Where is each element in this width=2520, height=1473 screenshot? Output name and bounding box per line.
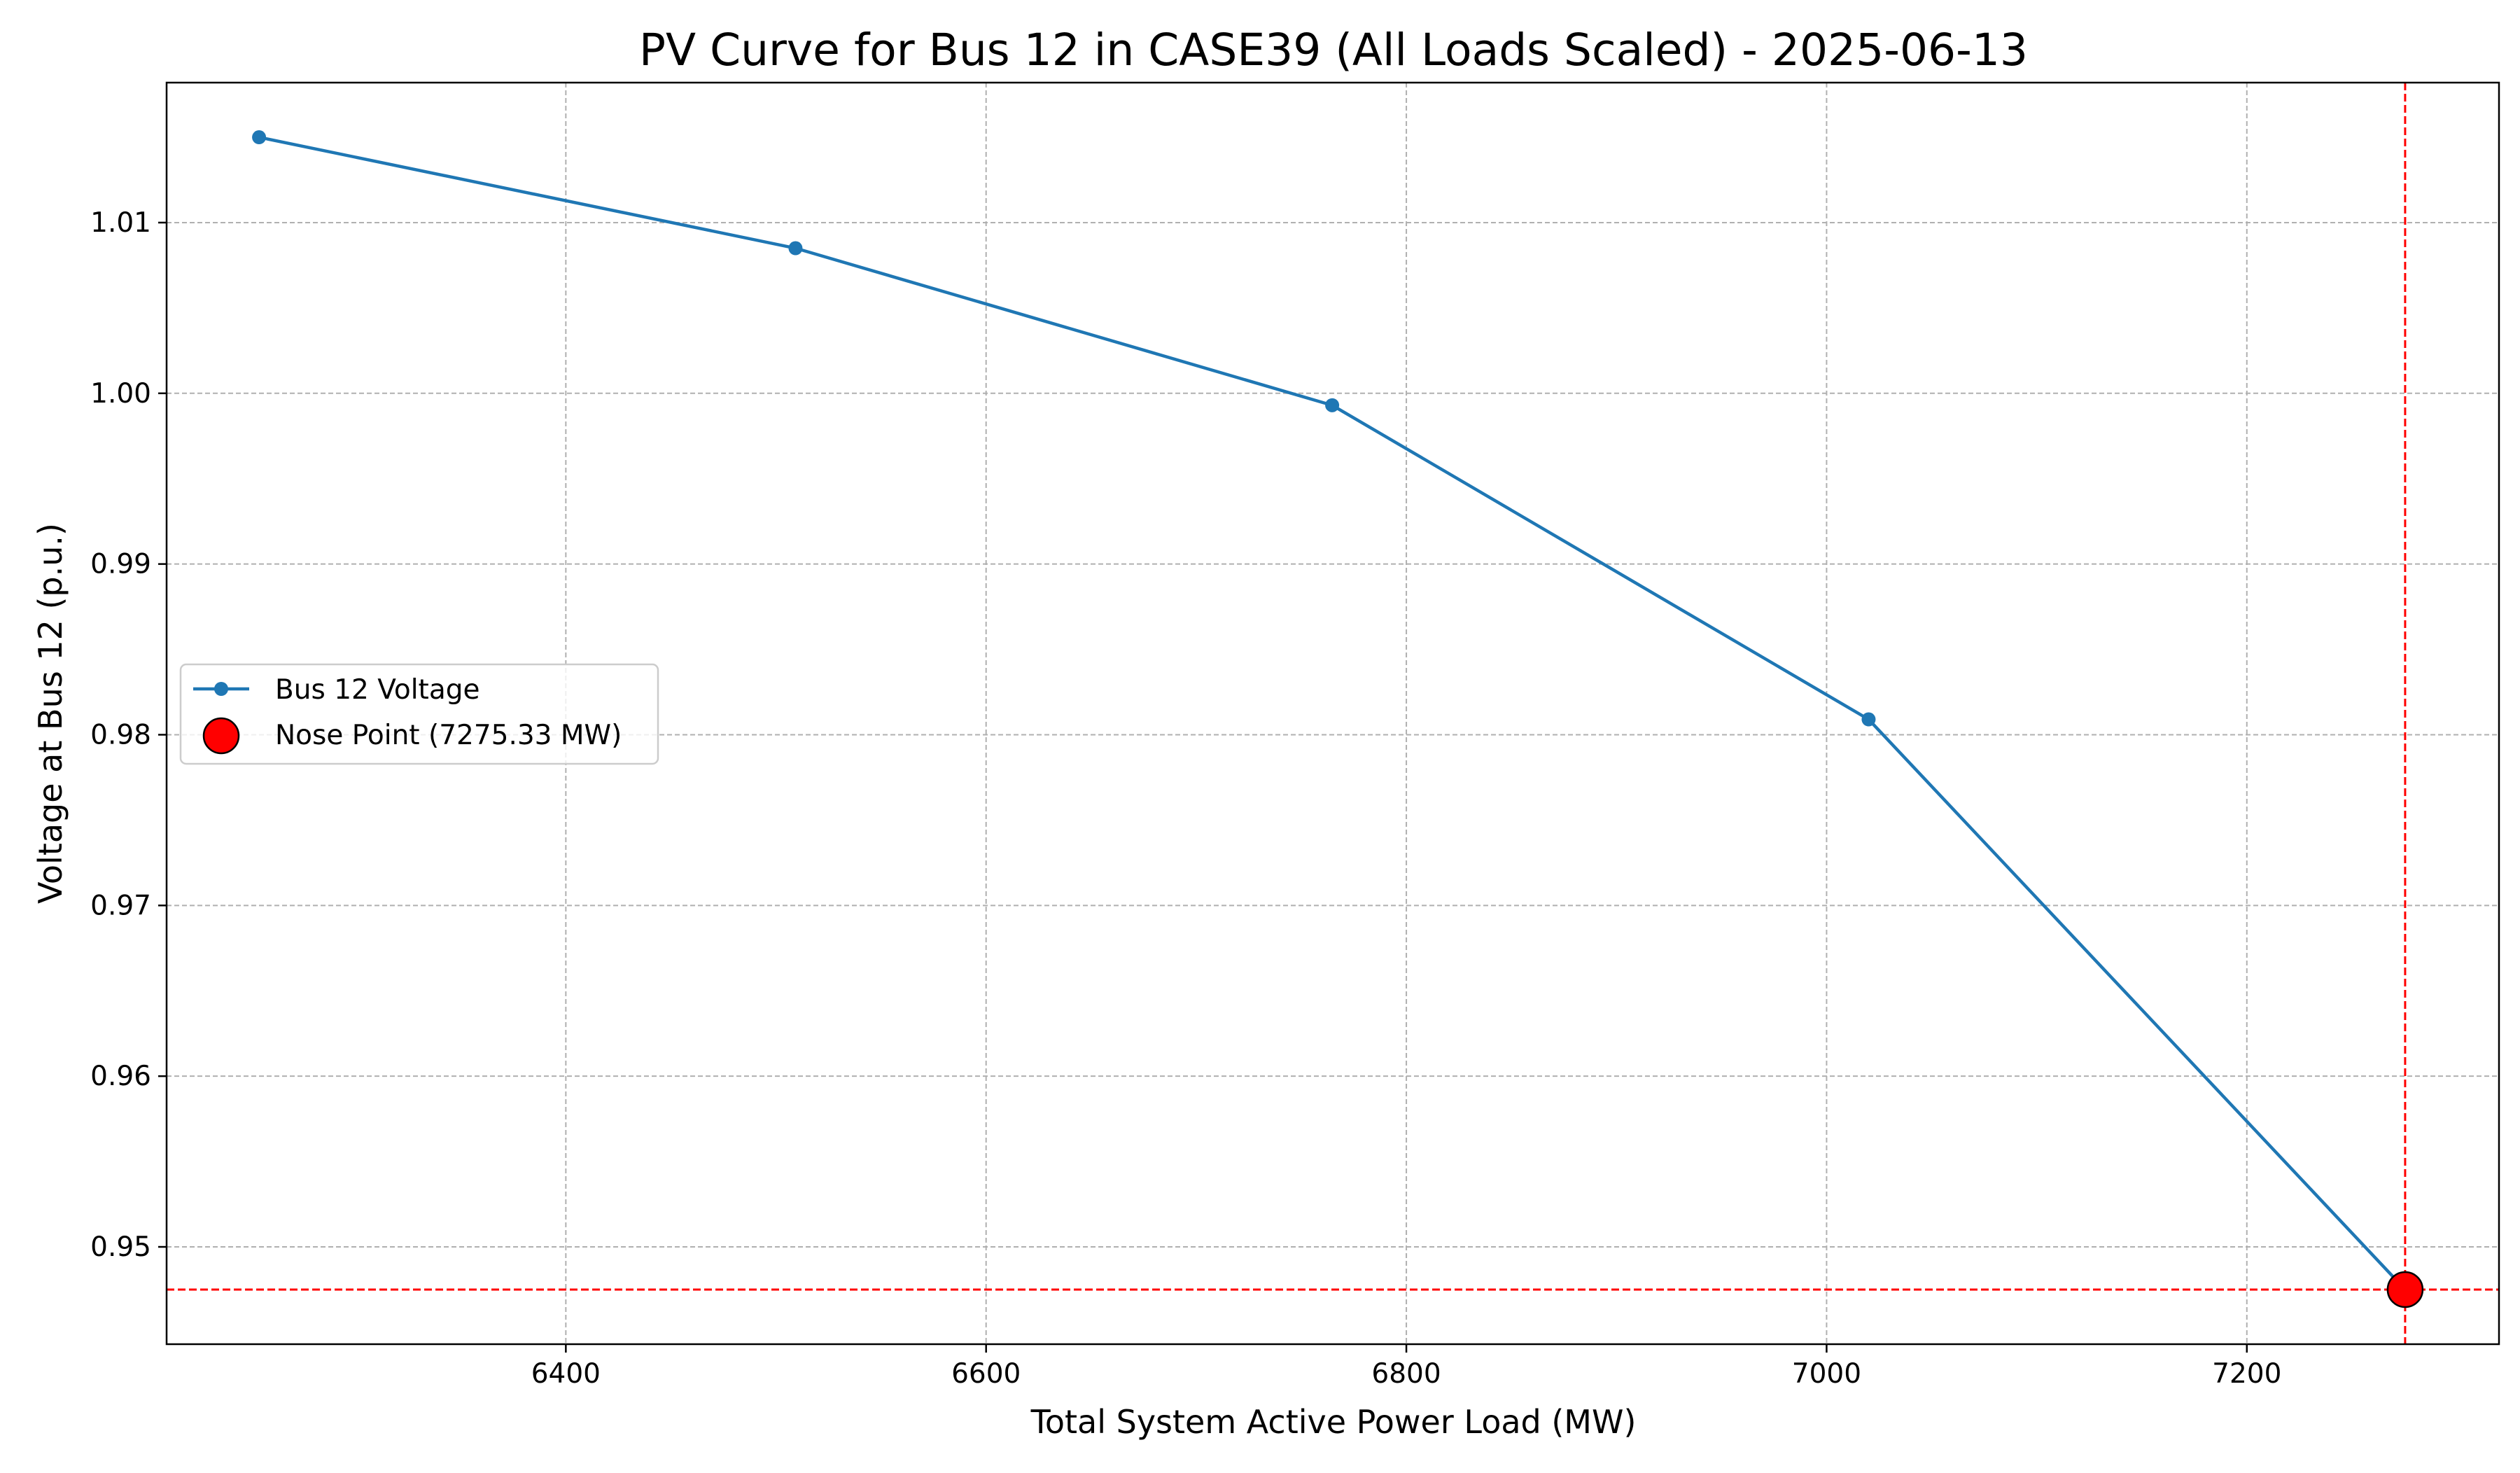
x-axis-label: Total System Active Power Load (MW) [1030,1403,1637,1441]
legend-label-nose-point: Nose Point (7275.33 MW) [275,720,622,751]
grid-lines [167,83,2499,1344]
x-tick-label: 6600 [951,1358,1021,1390]
series-layer [252,130,2412,1297]
plot-area-frame [165,81,2500,1346]
x-tick-label: 6400 [531,1358,601,1390]
legend-marker-swatch [214,682,228,696]
legend: Bus 12 Voltage Nose Point (7275.33 MW) [179,663,659,765]
y-tick-label: 0.97 [90,890,151,921]
nose-point-reference-lines [167,83,2499,1344]
y-axis-ticks: 0.95 0.96 0.97 0.98 0.99 1.00 1.01 [90,207,167,1263]
y-axis-label: Voltage at Bus 12 (p.u.) [31,523,69,904]
y-tick-label: 1.01 [90,207,151,239]
chart-title: PV Curve for Bus 12 in CASE39 (All Loads… [639,25,2028,76]
data-point [1325,398,1340,412]
x-axis-ticks: 6400 6600 6800 7000 7200 [531,1344,2281,1390]
y-tick-label: 0.96 [90,1061,151,1092]
y-tick-label: 0.99 [90,549,151,580]
y-tick-label: 0.98 [90,719,151,751]
legend-label-bus-voltage: Bus 12 Voltage [275,674,480,706]
x-tick-label: 6800 [1371,1358,1441,1390]
nose-point-marker [2386,1271,2424,1308]
legend-box [179,663,659,765]
y-tick-label: 1.00 [90,378,151,410]
legend-nose-point-swatch [202,717,240,755]
data-point [788,241,803,256]
data-point [1861,712,1876,727]
nose-point-layer [2386,1271,2424,1308]
y-tick-label: 0.95 [90,1231,151,1263]
data-point [252,130,267,145]
x-tick-label: 7000 [1792,1358,1861,1390]
x-tick-label: 7200 [2212,1358,2281,1390]
